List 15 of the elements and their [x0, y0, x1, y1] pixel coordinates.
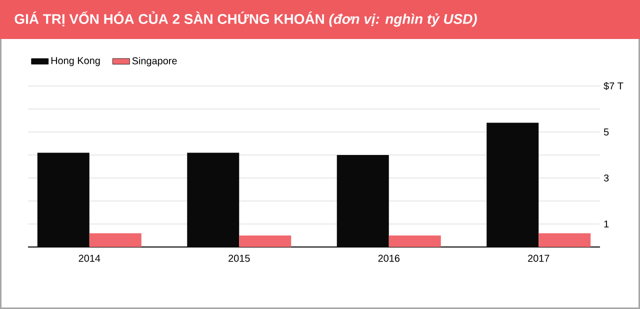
y-tick-label: 1 — [604, 220, 609, 228]
bar — [538, 233, 591, 247]
y-tick-label: 5 — [604, 128, 609, 136]
bar — [239, 236, 292, 247]
x-tick-label: 2015 — [228, 254, 250, 262]
y-tick-label: 3 — [604, 174, 609, 182]
legend-label: Hong Kong — [51, 57, 100, 66]
chart-title: GIÁ TRỊ VỐN HÓA CỦA 2 SÀN CHỨNG KHOÁN (đơn vị: nghìn tỷ USD) — [14, 11, 477, 27]
bar — [388, 236, 441, 247]
y-tick-label: $7 T — [604, 82, 624, 90]
legend-label: Singapore — [132, 57, 177, 66]
x-tick-label: 2016 — [378, 254, 400, 262]
bar — [89, 233, 142, 247]
x-tick-label: 2017 — [528, 254, 550, 262]
x-tick-label: 2014 — [78, 254, 100, 262]
